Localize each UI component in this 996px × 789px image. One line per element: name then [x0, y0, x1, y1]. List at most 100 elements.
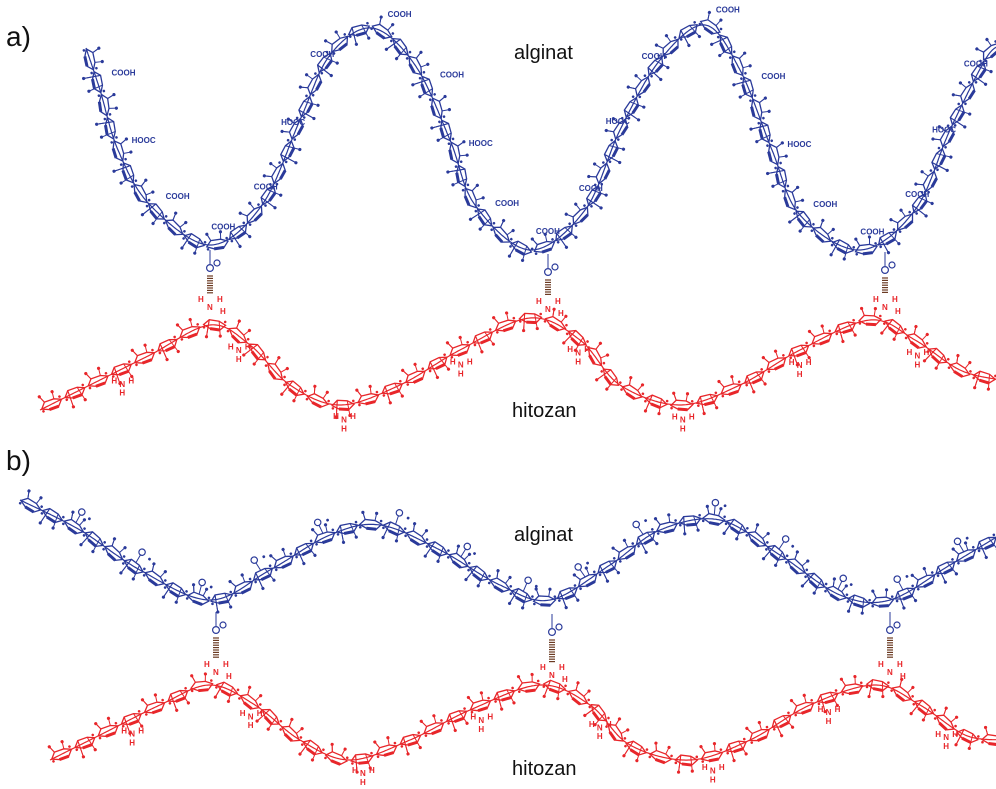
alginate-a-sugar-ring: COOH — [310, 50, 339, 78]
chitosan-b-backbone — [49, 684, 996, 761]
alginate-b-sugar-ring — [142, 562, 167, 587]
alginate-a-sugar-ring — [163, 211, 188, 236]
chitosan-a-sugar-ring — [947, 353, 972, 378]
chitosan-b-sugar-ring — [324, 742, 349, 766]
alginate-b-carboxylate-icon — [574, 563, 582, 571]
alginate-b-sugar-ring — [678, 513, 702, 536]
chitosan-b-amine-group: NH HH — [935, 730, 958, 751]
alginate-a-sugar-ring — [564, 202, 589, 227]
alginate-a-sugar-ring: COOH — [732, 72, 786, 99]
alginate-a-sugar-ring — [95, 116, 118, 140]
alginate-a-sugar-ring: HOOC — [931, 124, 956, 149]
alginate-b-sugar-ring — [210, 590, 234, 614]
chitosan-b-sugar-ring: NH HH — [816, 689, 841, 726]
chitosan-b-sugar-ring: NH HH — [466, 691, 493, 734]
alginate-a-carboxyl-label: HOOC — [606, 117, 630, 126]
chitosan-b-sugar-ring — [189, 672, 214, 693]
alginate-a-carboxyl-label: COOH — [166, 192, 190, 201]
chitosan-a-sugar-ring — [64, 383, 87, 409]
chitosan-a-sugar-ring — [643, 394, 669, 416]
alginate-a-sugar-ring — [914, 169, 938, 194]
svg-text:N: N — [207, 303, 213, 312]
chitosan-a-sugar-ring — [620, 376, 645, 401]
alginate-a-carboxyl-label: COOH — [388, 10, 412, 19]
alginate-a-sugar-ring — [781, 185, 805, 211]
svg-text:H: H — [217, 295, 223, 304]
chitosan-a-sugar-ring — [305, 384, 330, 409]
svg-text:H: H — [895, 307, 901, 316]
chitosan-a-sugar-ring — [175, 317, 201, 341]
svg-text:H: H — [240, 709, 246, 718]
svg-text:H: H — [826, 717, 832, 726]
alginate-a-sugar-ring — [490, 218, 515, 244]
chitosan-b-sugar-ring — [725, 737, 748, 763]
alginate-a-sugar-ring — [384, 37, 412, 61]
alginate-a-sugar-ring — [430, 119, 455, 142]
svg-text:H: H — [352, 766, 358, 775]
chitosan-b-amine-group: NH HH — [470, 713, 493, 734]
chitosan-b-sugar-ring — [140, 693, 166, 716]
svg-text:H: H — [119, 389, 125, 398]
alginate-a-carboxyl-label: COOH — [211, 223, 235, 232]
svg-text:N: N — [341, 416, 347, 425]
svg-text:H: H — [806, 358, 812, 367]
svg-text:N: N — [887, 668, 893, 677]
svg-text:H: H — [892, 295, 898, 304]
alginate-a-sugar-ring — [654, 34, 679, 59]
panel-b-bond-2-ionic-bond: NH HH — [540, 614, 568, 684]
chitosan-b-sugar-ring — [399, 731, 422, 756]
alginate-b-carboxylate-icon — [893, 575, 902, 583]
svg-text:N: N — [680, 416, 686, 425]
chitosan-a-sugar-ring — [518, 312, 543, 333]
alginate-b-sugar-ring — [18, 489, 43, 514]
alginate-b-sugar-ring — [507, 576, 538, 610]
alginate-a-sugar-ring — [507, 240, 534, 262]
panel-a-bond-3-ionic-bond: NH HH — [873, 252, 901, 316]
alginate-a-carboxyl-label: COOH — [813, 200, 837, 209]
alginate-b-sugar-ring — [62, 508, 91, 535]
chitosan-a-sugar-ring — [922, 347, 950, 370]
panel-b-bond-1-ionic-bond: NH HH — [204, 612, 232, 681]
alginate-a-sugar-ring — [889, 208, 914, 233]
chitosan-a-sugar-ring — [157, 335, 180, 362]
svg-text:H: H — [369, 766, 375, 775]
alginate-b-sugar-ring — [464, 565, 491, 588]
chitosan-a-sugar-ring — [880, 318, 907, 341]
svg-text:H: H — [680, 424, 686, 433]
svg-text:H: H — [470, 713, 476, 722]
alginate-b-sugar-ring — [358, 510, 383, 531]
alginate-b-sugar-ring — [250, 555, 276, 591]
alginate-b-carboxylate-icon — [632, 520, 641, 529]
panel-a-label: a) — [6, 21, 31, 52]
alginate-b-sugar-ring — [335, 520, 359, 544]
chitosan-a-sugar-ring — [84, 366, 109, 390]
chitosan-b-sugar-ring — [255, 708, 283, 731]
panel-b-bond-3-ionic-bond: NH HH — [878, 612, 906, 681]
svg-text:H: H — [562, 675, 568, 684]
svg-text:N: N — [826, 708, 832, 717]
svg-text:N: N — [545, 305, 551, 314]
chitosan-a-sugar-ring — [834, 318, 857, 344]
chitosan-b-amine-group: NH HH — [352, 766, 375, 787]
alginate-a-sugar-ring: HOOC — [110, 136, 156, 162]
svg-text:H: H — [248, 721, 254, 730]
chitosan-b-sugar-ring — [648, 741, 673, 765]
alginate-b-sugar-ring — [185, 578, 213, 606]
alginate-a-sugar-ring: HOOC — [447, 139, 493, 165]
alginate-a-carboxyl-label: COOH — [495, 199, 519, 208]
alginate-b-carboxylate-icon — [781, 535, 790, 543]
alginate-a-sugar-ring — [324, 30, 349, 55]
chitosan-b-sugar-ring — [789, 693, 815, 717]
svg-text:H: H — [360, 778, 366, 787]
alginate-b-sugar-ring — [532, 587, 557, 607]
alginate-a-sugar-ring: COOH — [254, 183, 283, 210]
alginate-b-sugar-ring — [119, 548, 151, 581]
alginate-b-sugar-ring — [423, 541, 450, 563]
